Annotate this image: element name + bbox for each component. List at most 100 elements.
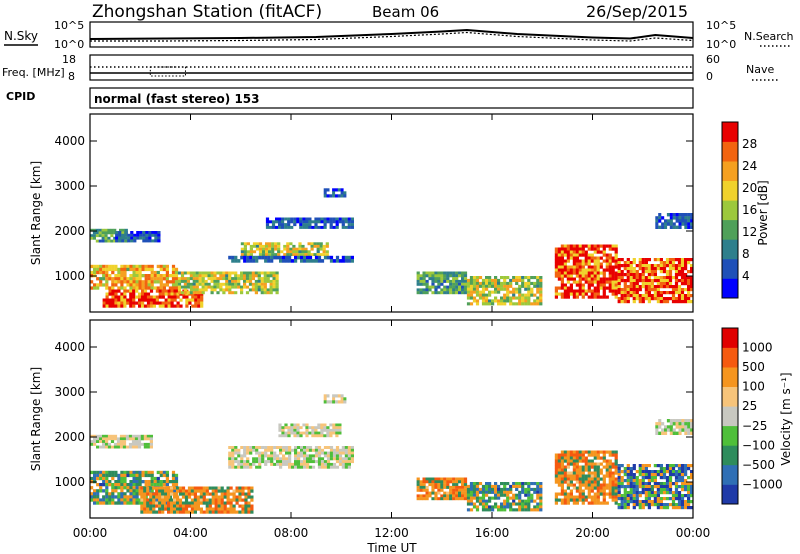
- data-cell: [518, 278, 522, 282]
- data-cell: [503, 276, 507, 280]
- data-cell: [262, 250, 266, 254]
- data-cell: [120, 480, 124, 484]
- data-cell: [130, 233, 134, 237]
- data-cell: [672, 222, 676, 226]
- data-cell: [590, 495, 594, 499]
- data-cell: [159, 267, 163, 272]
- data-cell: [132, 304, 136, 308]
- data-cell: [466, 302, 471, 306]
- data-cell: [584, 271, 588, 275]
- data-cell: [138, 264, 142, 269]
- data-cell: [132, 501, 136, 505]
- data-cell: [668, 270, 673, 274]
- data-cell: [419, 497, 423, 501]
- data-cell: [481, 496, 486, 500]
- data-cell: [469, 278, 474, 282]
- data-cell: [332, 259, 337, 263]
- data-cell: [593, 280, 597, 284]
- data-cell: [252, 244, 257, 248]
- data-cell: [135, 470, 139, 475]
- data-cell: [152, 507, 156, 511]
- data-cell: [687, 279, 691, 283]
- data-cell: [329, 428, 333, 432]
- data-cell: [518, 493, 522, 497]
- data-cell: [681, 216, 685, 220]
- data-cell: [644, 285, 648, 289]
- colorbar-frame: [721, 327, 739, 505]
- data-cell: [90, 498, 94, 502]
- data-cell: [687, 506, 691, 510]
- data-cell: [273, 462, 277, 466]
- data-cell: [647, 267, 651, 271]
- data-cell: [283, 247, 287, 251]
- data-cell: [268, 244, 272, 248]
- data-cell: [472, 276, 477, 280]
- data-cell: [306, 465, 310, 469]
- data-cell: [323, 400, 327, 404]
- data-cell: [527, 496, 531, 500]
- data-cell: [677, 494, 682, 498]
- data-cell: [650, 294, 654, 298]
- data-cell: [635, 485, 639, 489]
- data-cell: [287, 426, 291, 430]
- data-cell: [617, 488, 621, 492]
- data-cell: [347, 220, 351, 224]
- data-cell: [260, 291, 264, 295]
- data-cell: [281, 223, 285, 227]
- data-cell: [120, 486, 124, 490]
- data-cell: [231, 291, 235, 295]
- data-cell: [638, 267, 642, 271]
- data-cell: [626, 285, 630, 289]
- data-cell: [141, 283, 145, 287]
- data-cell: [488, 496, 492, 500]
- data-cell: [675, 216, 679, 220]
- data-cell: [278, 426, 282, 430]
- data-cell: [455, 271, 459, 275]
- colorbar-tick-label: 28: [742, 137, 757, 151]
- data-cell: [149, 295, 154, 299]
- data-cell: [202, 495, 206, 499]
- data-cell: [314, 460, 319, 464]
- data-cell: [262, 247, 266, 251]
- data-cell: [665, 279, 670, 283]
- data-cell: [99, 483, 103, 487]
- data-cell: [563, 289, 567, 293]
- data-cell: [108, 501, 112, 505]
- data-cell: [611, 286, 615, 290]
- data-cell: [425, 285, 429, 289]
- data-cell: [488, 302, 492, 306]
- data-cell: [578, 280, 582, 284]
- data-cell: [539, 484, 543, 488]
- data-cell: [647, 476, 651, 480]
- data-cell: [187, 492, 192, 496]
- data-cell: [608, 483, 612, 487]
- data-cell: [560, 277, 564, 281]
- data-cell: [680, 291, 685, 295]
- data-cell: [102, 480, 106, 484]
- data-cell: [275, 288, 279, 292]
- data-cell: [632, 488, 636, 492]
- data-cell: [650, 491, 654, 495]
- data-cell: [638, 261, 642, 265]
- data-cell: [463, 285, 468, 289]
- data-cell: [228, 271, 232, 275]
- data-cell: [329, 462, 334, 466]
- data-cell: [170, 504, 174, 508]
- data-cell: [527, 502, 531, 506]
- data-cell: [308, 431, 312, 435]
- data-cell: [101, 228, 105, 232]
- data-cell: [608, 480, 612, 484]
- data-cell: [269, 285, 273, 289]
- data-cell: [258, 242, 263, 246]
- data-cell: [350, 454, 354, 458]
- data-cell: [323, 428, 327, 432]
- data-cell: [183, 279, 187, 283]
- data-cell: [314, 431, 318, 435]
- data-cell: [229, 507, 233, 511]
- data-cell: [243, 446, 247, 449]
- data-cell: [119, 445, 124, 449]
- data-cell: [162, 470, 166, 475]
- data-cell: [644, 288, 648, 292]
- data-cell: [581, 480, 585, 484]
- data-cell: [287, 223, 291, 227]
